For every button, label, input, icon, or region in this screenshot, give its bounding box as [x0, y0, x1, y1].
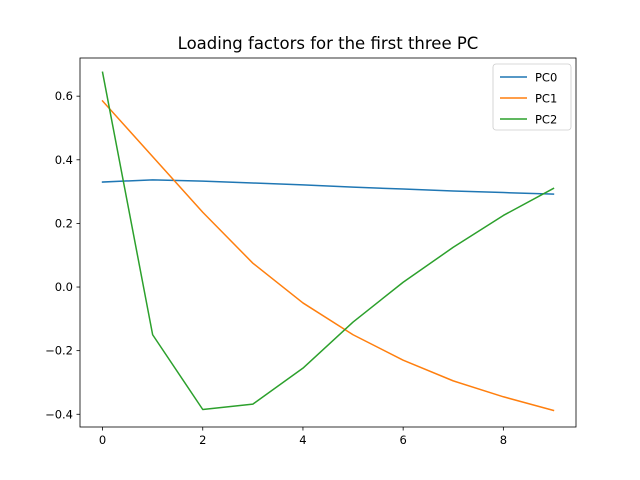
legend-label-pc2: PC2 — [535, 113, 557, 127]
legend-label-pc0: PC0 — [535, 71, 557, 85]
y-tick-label: 0.4 — [55, 153, 73, 167]
axes: 0 2 4 6 8 −0.4 −0.2 0.0 0.2 0.4 0.6 — [45, 57, 577, 447]
plot-frame — [79, 57, 577, 428]
series-lines — [101, 71, 555, 412]
series-line-pc2 — [101, 71, 555, 411]
series-line-pc0 — [101, 179, 555, 195]
legend-label-pc1: PC1 — [535, 92, 557, 106]
legend: PC0 PC1 PC2 — [492, 63, 572, 131]
x-tick-label: 6 — [399, 433, 406, 447]
x-tick-label: 0 — [99, 433, 106, 447]
y-tick-label: −0.2 — [45, 344, 73, 358]
y-tick-label: 0.6 — [55, 89, 73, 103]
legend-box — [492, 63, 572, 131]
x-tick-label: 2 — [199, 433, 206, 447]
series-line-pc1 — [101, 99, 555, 412]
y-tick-label: 0.0 — [55, 280, 73, 294]
y-tick-label: 0.2 — [55, 216, 73, 230]
y-tick-label: −0.4 — [45, 407, 73, 421]
chart-title: Loading factors for the first three PC — [178, 34, 479, 53]
x-tick-label: 8 — [500, 433, 507, 447]
x-tick-label: 4 — [299, 433, 306, 447]
